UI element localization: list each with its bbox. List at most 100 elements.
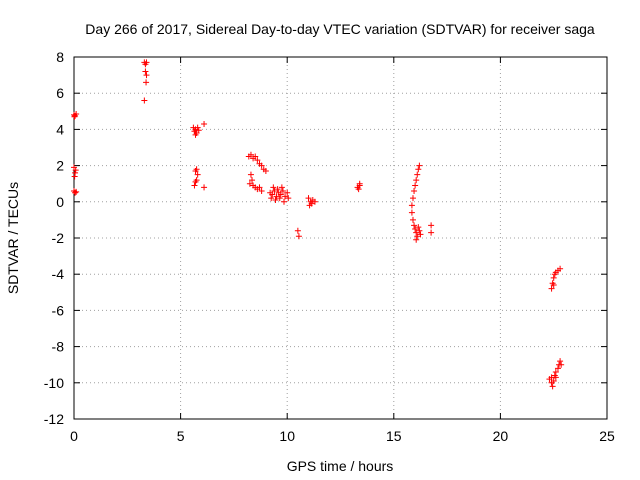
- data-point-marker: [252, 153, 259, 160]
- data-point-marker: [550, 274, 557, 281]
- data-point-marker: [416, 227, 423, 234]
- data-point-marker: [73, 188, 80, 195]
- data-point-marker: [141, 97, 148, 104]
- data-point-marker: [413, 177, 420, 184]
- data-point-marker: [550, 377, 557, 384]
- data-point-marker: [192, 131, 199, 138]
- y-axis-label: SDTVAR / TECUs: [5, 182, 21, 294]
- x-tick-label: 5: [177, 428, 185, 444]
- y-tick-label: -10: [44, 375, 64, 391]
- data-point-marker: [413, 229, 420, 236]
- data-point-marker: [256, 184, 263, 191]
- data-point-marker: [549, 383, 556, 390]
- x-tick-label: 20: [493, 428, 509, 444]
- data-point-marker: [412, 225, 419, 232]
- axis-ticks: 0 5 10 15 20 25 -12 -10 -8 -6 -4 -2 0 2 4 6 8: [44, 49, 615, 444]
- data-point-marker: [294, 227, 301, 234]
- data-point-marker: [416, 162, 423, 169]
- data-point-marker: [414, 233, 421, 240]
- data-point-marker: [71, 173, 78, 180]
- data-point-marker: [276, 195, 283, 202]
- data-point-marker: [408, 202, 415, 209]
- y-tick-label: 8: [56, 49, 64, 65]
- data-point-marker: [271, 187, 278, 194]
- data-point-marker: [246, 180, 253, 187]
- data-point-marker: [262, 168, 269, 175]
- x-tick-label: 10: [279, 428, 295, 444]
- y-tick-label: 2: [56, 158, 64, 174]
- grid-lines: [74, 57, 607, 419]
- data-point-marker: [305, 195, 312, 202]
- data-point-marker: [311, 198, 318, 205]
- data-point-marker: [409, 216, 416, 223]
- data-point-marker: [415, 224, 422, 231]
- data-point-marker: [284, 189, 291, 196]
- data-point-marker: [550, 282, 557, 289]
- data-point-marker: [258, 187, 265, 194]
- data-point-marker: [548, 374, 555, 381]
- data-point-marker: [548, 285, 555, 292]
- data-point-marker: [557, 358, 564, 365]
- data-point-marker: [258, 162, 265, 169]
- data-point-marker: [193, 166, 200, 173]
- data-point-marker: [411, 222, 418, 229]
- y-tick-label: -4: [52, 266, 65, 282]
- data-point-marker: [356, 180, 363, 187]
- data-point-marker: [254, 157, 261, 164]
- data-point-marker: [409, 195, 416, 202]
- data-point-marker: [143, 72, 150, 79]
- data-point-marker: [412, 182, 419, 189]
- x-tick-label: 0: [70, 428, 78, 444]
- data-point-marker: [285, 195, 292, 202]
- data-point-marker: [195, 127, 202, 134]
- data-point-marker: [428, 229, 435, 236]
- data-point-marker: [558, 361, 565, 368]
- y-tick-label: -2: [52, 230, 65, 246]
- data-point-marker: [411, 187, 418, 194]
- data-point-marker: [72, 189, 79, 196]
- data-point-marker: [272, 196, 279, 203]
- data-point-marker: [247, 171, 254, 178]
- x-tick-label: 15: [386, 428, 402, 444]
- data-point-marker: [191, 182, 198, 189]
- data-point-marker: [142, 68, 149, 75]
- data-point-marker: [413, 236, 420, 243]
- data-point-marker: [408, 209, 415, 216]
- data-point-marker: [201, 184, 208, 191]
- data-point-marker: [308, 200, 315, 207]
- data-point-marker: [281, 198, 288, 205]
- data-point-marker: [273, 193, 280, 200]
- y-tick-label: 4: [56, 121, 64, 137]
- data-point-marker: [414, 171, 421, 178]
- y-tick-label: -8: [52, 339, 65, 355]
- data-point-marker: [194, 124, 201, 131]
- data-point-marker: [249, 177, 256, 184]
- data-point-marker: [355, 186, 362, 193]
- data-point-marker: [295, 233, 302, 240]
- y-tick-label: 6: [56, 85, 64, 101]
- data-point-marker: [278, 184, 285, 191]
- y-tick-label: -6: [52, 302, 65, 318]
- data-point-marker: [277, 191, 284, 198]
- data-point-marker: [247, 151, 254, 158]
- data-point-marker: [417, 231, 424, 238]
- data-point-marker: [274, 186, 281, 193]
- plot-frame: [73, 56, 608, 420]
- data-point-marker: [270, 184, 277, 191]
- chart-title: Day 266 of 2017, Sidereal Day-to-day VTE…: [85, 21, 595, 37]
- x-tick-label: 25: [599, 428, 615, 444]
- data-point-marker: [279, 187, 286, 194]
- data-point-marker: [415, 166, 422, 173]
- y-tick-label: -12: [44, 411, 64, 427]
- x-axis-label: GPS time / hours: [287, 458, 394, 474]
- data-point-marker: [72, 167, 79, 174]
- data-point-marker: [269, 191, 276, 198]
- y-tick-label: 0: [56, 194, 64, 210]
- data-point-marker: [428, 222, 435, 229]
- data-point-marker: [143, 79, 150, 86]
- data-point-marker: [557, 265, 564, 272]
- data-point-marker: [554, 365, 561, 372]
- data-point-marker: [552, 368, 559, 375]
- data-point-marker: [201, 120, 208, 127]
- data-point-marker: [193, 177, 200, 184]
